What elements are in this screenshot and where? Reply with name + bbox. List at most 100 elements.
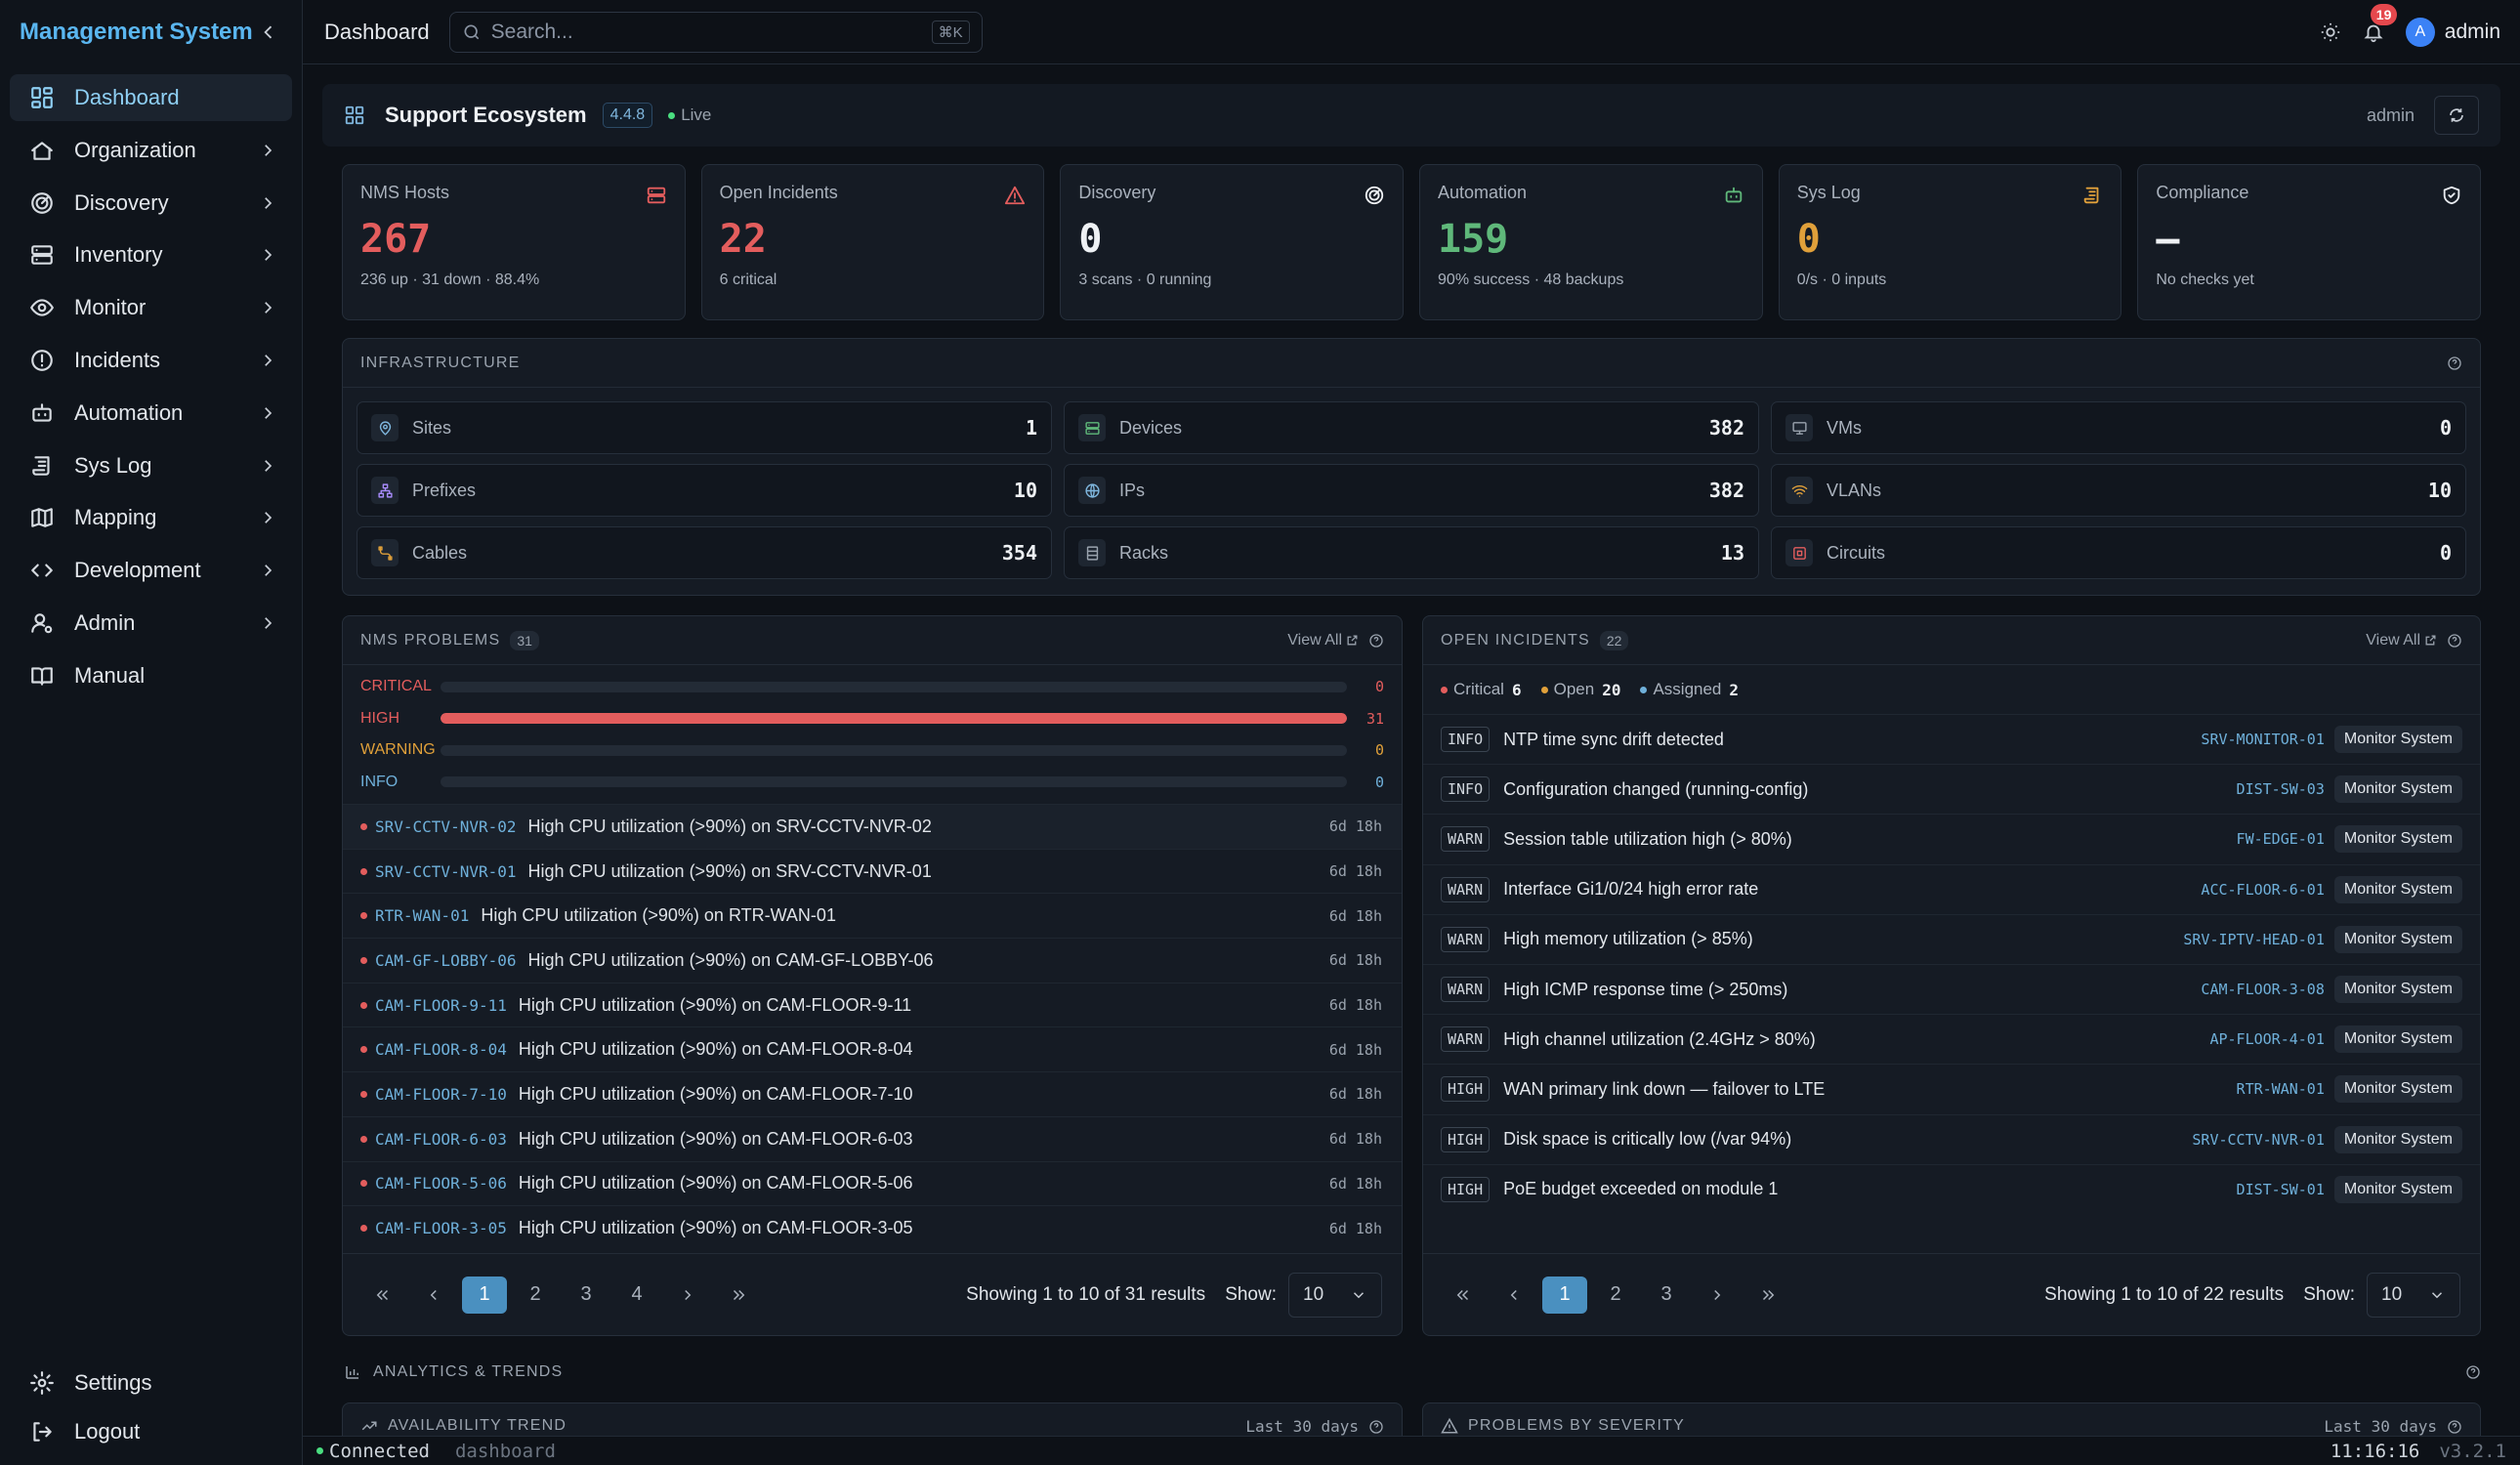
sidebar-item-mapping[interactable]: Mapping (10, 494, 292, 541)
problem-row[interactable]: CAM-FLOOR-7-10 High CPU utilization (>90%… (343, 1071, 1402, 1116)
sidebar-item-admin[interactable]: Admin (10, 600, 292, 647)
problem-host-link[interactable]: SRV-CCTV-NVR-02 (375, 816, 517, 836)
infra-vlans[interactable]: VLANs 10 (1771, 464, 2466, 517)
incident-row[interactable]: WARN Interface Gi1/0/24 high error rate AC… (1423, 863, 2480, 914)
incident-row[interactable]: WARN High memory utilization (> 85%) SRV-I… (1423, 913, 2480, 964)
incident-row[interactable]: HIGH PoE budget exceeded on module 1 DIST-… (1423, 1163, 2480, 1214)
nms-view-all-link[interactable]: View All (1287, 632, 1359, 649)
infra-sites[interactable]: Sites 1 (357, 401, 1052, 454)
problem-host-link[interactable]: RTR-WAN-01 (375, 906, 470, 926)
page-2-button[interactable]: 2 (1610, 1283, 1621, 1305)
problem-host-link[interactable]: CAM-FLOOR-7-10 (375, 1084, 507, 1104)
incident-row[interactable]: WARN Session table utilization high (> 80… (1423, 814, 2480, 863)
problem-host-link[interactable]: CAM-GF-LOBBY-06 (375, 950, 517, 970)
infra-ips[interactable]: IPs 382 (1064, 464, 1759, 517)
first-page-button[interactable] (1441, 1277, 1486, 1314)
sidebar-item-incidents[interactable]: Incidents (10, 337, 292, 384)
stat-card-compliance[interactable]: Compliance — No checks yet (2137, 164, 2482, 320)
incident-host-link[interactable]: SRV-IPTV-HEAD-01 (2183, 930, 2325, 948)
page-1-button[interactable]: 1 (1542, 1276, 1587, 1314)
problem-row[interactable]: CAM-GF-LOBBY-06 High CPU utilization (>90… (343, 938, 1402, 983)
next-page-button[interactable] (1695, 1277, 1740, 1314)
incident-row[interactable]: INFO Configuration changed (running-confi… (1423, 764, 2480, 814)
incident-row[interactable]: INFO NTP time sync drift detected SRV-MONI… (1423, 714, 2480, 764)
problem-row[interactable]: CAM-FLOOR-9-11 High CPU utilization (>90%… (343, 982, 1402, 1027)
stat-card-open-incidents[interactable]: Open Incidents 22 6 critical (700, 164, 1045, 320)
infra-vms[interactable]: VMs 0 (1771, 401, 2466, 454)
infra-prefixes[interactable]: Prefixes 10 (357, 464, 1052, 517)
search-input[interactable]: Search... ⌘K (448, 11, 983, 53)
sidebar-item-organization[interactable]: Organization (10, 127, 292, 174)
problem-host-link[interactable]: CAM-FLOOR-3-05 (375, 1219, 507, 1238)
first-page-button[interactable] (360, 1277, 405, 1314)
problem-host-link[interactable]: CAM-FLOOR-8-04 (375, 1040, 507, 1060)
last-page-button[interactable] (716, 1277, 761, 1314)
incident-row[interactable]: HIGH Disk space is critically low (/var 9… (1423, 1113, 2480, 1164)
sidebar-item-manual[interactable]: Manual (10, 652, 292, 699)
sidebar-item-logout[interactable]: Logout (10, 1408, 292, 1455)
incident-row[interactable]: WARN High channel utilization (2.4GHz > 8… (1423, 1014, 2480, 1064)
sidebar-item-discovery[interactable]: Discovery (10, 180, 292, 227)
page-3-button[interactable]: 3 (1660, 1283, 1672, 1305)
incident-host-link[interactable]: DIST-SW-01 (2236, 1180, 2325, 1198)
refresh-button[interactable] (2434, 96, 2479, 135)
last-page-button[interactable] (1745, 1277, 1790, 1314)
sidebar-item-monitor[interactable]: Monitor (10, 284, 292, 331)
stat-card-sys-log[interactable]: Sys Log 0 0/s · 0 inputs (1778, 164, 2122, 320)
next-page-button[interactable] (665, 1277, 710, 1314)
problem-host-link[interactable]: CAM-FLOOR-5-06 (375, 1174, 507, 1193)
page-size-select[interactable]: 10 (2367, 1272, 2460, 1318)
problem-row[interactable]: CAM-FLOOR-8-04 High CPU utilization (>90%… (343, 1026, 1402, 1071)
stat-card-discovery[interactable]: Discovery 0 3 scans · 0 running (1060, 164, 1405, 320)
incident-host-link[interactable]: SRV-MONITOR-01 (2201, 731, 2325, 749)
problem-host-link[interactable]: CAM-FLOOR-9-11 (375, 995, 507, 1015)
help-icon[interactable] (2447, 1419, 2462, 1435)
prev-page-button[interactable] (411, 1277, 456, 1314)
incident-host-link[interactable]: RTR-WAN-01 (2236, 1080, 2325, 1099)
sidebar-item-sys-log[interactable]: Sys Log (10, 442, 292, 489)
user-menu[interactable]: A admin (2405, 17, 2500, 47)
notifications-button[interactable]: 19 (2363, 3, 2398, 43)
page-3-button[interactable]: 3 (580, 1283, 592, 1305)
incident-host-link[interactable]: AP-FLOOR-4-01 (2209, 1030, 2325, 1049)
page-2-button[interactable]: 2 (529, 1283, 541, 1305)
incident-host-link[interactable]: CAM-FLOOR-3-08 (2201, 981, 2325, 999)
infra-cables[interactable]: Cables 354 (357, 526, 1052, 579)
sidebar-item-inventory[interactable]: Inventory (10, 231, 292, 278)
infrastructure-help-button[interactable] (2447, 356, 2462, 371)
problem-row[interactable]: SRV-CCTV-NVR-02 High CPU utilization (>90… (343, 804, 1402, 849)
infra-circuits[interactable]: Circuits 0 (1771, 526, 2466, 579)
incident-host-link[interactable]: FW-EDGE-01 (2236, 830, 2325, 849)
stat-card-nms-hosts[interactable]: NMS Hosts 267 236 up · 31 down · 88.4% (342, 164, 686, 320)
sidebar-item-development[interactable]: Development (10, 547, 292, 594)
stat-card-automation[interactable]: Automation 159 90% success · 48 backups (1419, 164, 1763, 320)
problem-host-link[interactable]: SRV-CCTV-NVR-01 (375, 861, 517, 881)
help-icon[interactable] (2447, 633, 2462, 649)
page-size-select[interactable]: 10 (1288, 1272, 1382, 1318)
infra-devices[interactable]: Devices 382 (1064, 401, 1759, 454)
problem-host-link[interactable]: CAM-FLOOR-6-03 (375, 1129, 507, 1149)
incident-row[interactable]: WARN High ICMP response time (> 250ms) CAM… (1423, 963, 2480, 1014)
problem-row[interactable]: CAM-FLOOR-3-05 High CPU utilization (>90%… (343, 1205, 1402, 1250)
page-1-button[interactable]: 1 (462, 1276, 507, 1314)
collapse-sidebar-button[interactable] (259, 22, 278, 42)
problem-row[interactable]: CAM-FLOOR-6-03 High CPU utilization (>90%… (343, 1115, 1402, 1161)
prev-page-button[interactable] (1491, 1277, 1536, 1314)
theme-toggle-button[interactable] (2320, 21, 2341, 43)
problem-row[interactable]: RTR-WAN-01 High CPU utilization (>90%) on… (343, 893, 1402, 938)
sidebar-item-settings[interactable]: Settings (10, 1360, 292, 1406)
sidebar-item-automation[interactable]: Automation (10, 390, 292, 437)
analytics-help-button[interactable] (2465, 1364, 2481, 1380)
incidents-view-all-link[interactable]: View All (2366, 632, 2437, 649)
problem-row[interactable]: CAM-FLOOR-5-06 High CPU utilization (>90%… (343, 1160, 1402, 1206)
infra-racks[interactable]: Racks 13 (1064, 526, 1759, 579)
incident-row[interactable]: HIGH WAN primary link down — failover to … (1423, 1064, 2480, 1113)
incident-host-link[interactable]: DIST-SW-03 (2236, 780, 2325, 799)
incident-host-link[interactable]: SRV-CCTV-NVR-01 (2192, 1130, 2325, 1149)
problem-row[interactable]: SRV-CCTV-NVR-01 High CPU utilization (>90… (343, 848, 1402, 894)
help-icon[interactable] (1368, 633, 1384, 649)
sidebar-item-dashboard[interactable]: Dashboard (10, 74, 292, 121)
page-4-button[interactable]: 4 (631, 1283, 643, 1305)
help-icon[interactable] (1368, 1419, 1384, 1435)
incident-host-link[interactable]: ACC-FLOOR-6-01 (2201, 880, 2325, 899)
